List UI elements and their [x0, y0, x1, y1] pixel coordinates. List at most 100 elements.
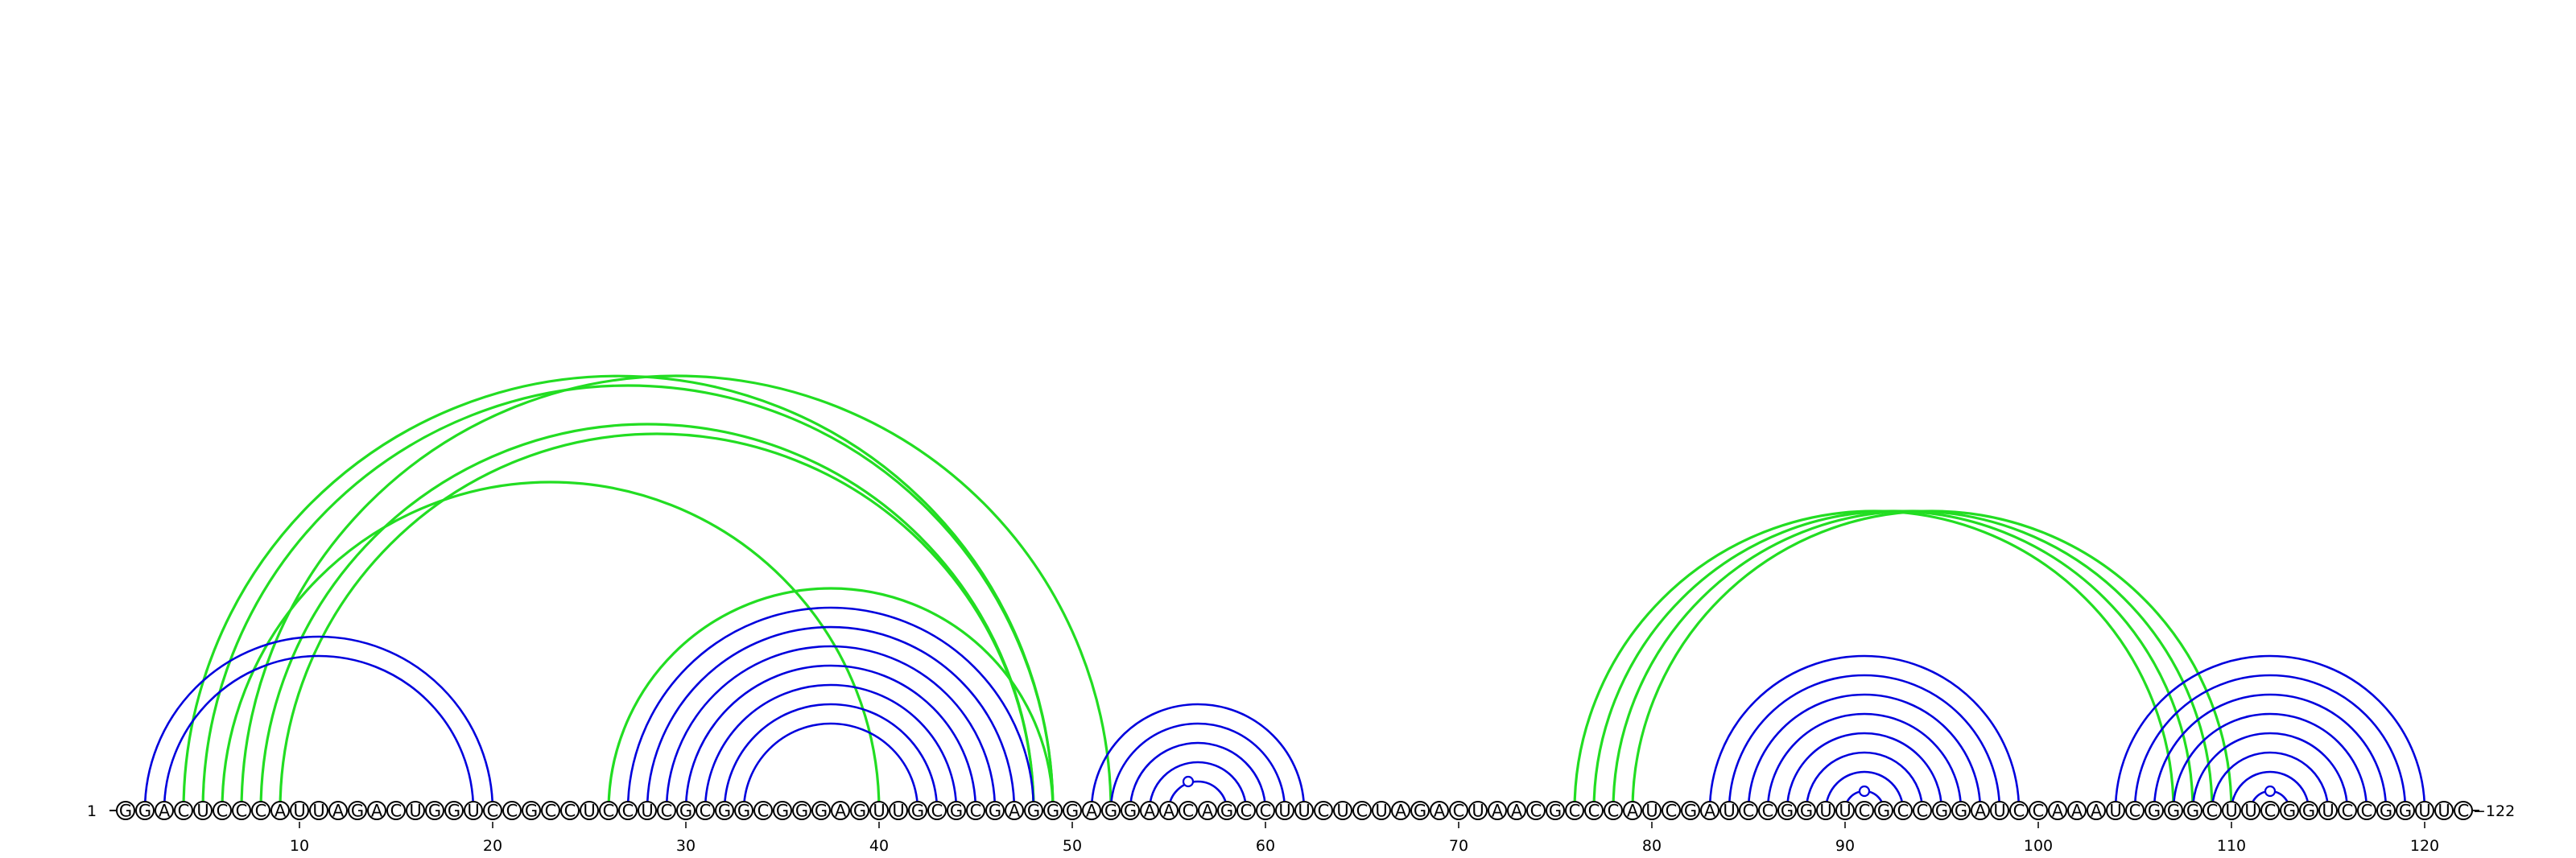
base-pair-arc	[1824, 770, 1905, 811]
nucleotide: G	[1951, 801, 1971, 821]
pseudoknot-arc	[279, 432, 1035, 811]
nucleotide: G	[1101, 801, 1121, 821]
nucleotide-circle	[1604, 801, 1623, 820]
nucleotide-letter: U	[409, 802, 421, 821]
nucleotide: C	[1893, 801, 1913, 821]
nucleotide: C	[541, 801, 560, 821]
nucleotide: C	[2338, 801, 2357, 821]
nucleotide-circle	[2029, 801, 2048, 820]
nucleotide-circle	[2376, 801, 2396, 820]
nucleotide-letter: A	[1511, 802, 1523, 821]
nucleotide: C	[599, 801, 618, 821]
nucleotide-circle	[1488, 801, 1507, 820]
nucleotide: C	[1449, 801, 1468, 821]
nucleotide-letter: G	[679, 802, 692, 821]
nucleotide-circle	[1391, 801, 1410, 820]
nucleotide-circle	[1777, 801, 1797, 820]
nucleotide: A	[1391, 801, 1410, 821]
nucleotide: C	[1179, 801, 1198, 821]
nucleotide: U	[1468, 801, 1488, 821]
nucleotide-circle	[1140, 801, 1159, 820]
nucleotide: C	[1662, 801, 1681, 821]
nucleotide: G	[734, 801, 753, 821]
nucleotide-letter: G	[2399, 802, 2412, 821]
nucleotide: G	[2280, 801, 2299, 821]
nucleotide: U	[1642, 801, 1662, 821]
nucleotide-letter: G	[2167, 802, 2180, 821]
nucleotide-letter: G	[1414, 802, 1426, 821]
nucleotide-letter: G	[1935, 802, 1948, 821]
nucleotide-circle	[348, 801, 367, 820]
nucleotide: G	[522, 801, 541, 821]
nucleotide-circle	[1372, 801, 1391, 820]
nucleotide-circle	[367, 801, 386, 820]
base-pair-arc	[684, 664, 977, 811]
nucleotide-circle	[1256, 801, 1275, 820]
nucleotide-letter: U	[467, 802, 479, 821]
pseudoknot-arc	[240, 374, 1113, 811]
nucleotide-circle	[966, 801, 985, 820]
nucleotide-circle	[2357, 801, 2376, 820]
nucleotide-letter: A	[2052, 802, 2064, 821]
nucleotide: G	[348, 801, 367, 821]
nucleotide-letter: U	[1819, 802, 1831, 821]
nucleotide-circle	[1333, 801, 1352, 820]
base-pair-arc	[1167, 780, 1228, 811]
nucleotide-circle	[580, 801, 599, 820]
nucleotide-circle	[2396, 801, 2415, 820]
nucleotide: A	[1971, 801, 1990, 821]
nucleotide-circle	[1584, 801, 1604, 820]
nucleotide-letter: C	[2207, 802, 2219, 821]
base-pair-arc	[1728, 674, 2001, 811]
nucleotide-letter: U	[2322, 802, 2334, 821]
nucleotide: A	[1700, 801, 1719, 821]
nucleotide-letter: G	[2186, 802, 2199, 821]
nucleotide-circle	[831, 801, 850, 820]
loop-marker	[1182, 775, 1195, 788]
nucleotide: C	[1526, 801, 1546, 821]
nucleotide: C	[753, 801, 773, 821]
nucleotide-letter: C	[2342, 802, 2354, 821]
nucleotide-letter: C	[564, 802, 576, 821]
nucleotide-circle	[1565, 801, 1584, 820]
nucleotide-circle	[1990, 801, 2009, 820]
base-pair-arc	[2114, 654, 2426, 811]
nucleotide-letter: G	[428, 802, 441, 821]
nucleotide-letter: U	[2418, 802, 2430, 821]
nucleotide-circle	[1294, 801, 1314, 820]
nucleotide-letter: C	[970, 802, 982, 821]
base-pair-arc	[2133, 674, 2407, 811]
nucleotide-circle	[232, 801, 251, 820]
nucleotide-circle	[193, 801, 213, 820]
nucleotide: G	[116, 801, 135, 821]
nucleotide: A	[2087, 801, 2106, 821]
nucleotide-circle	[522, 801, 541, 820]
pseudoknot-arc	[607, 587, 1055, 811]
nucleotide-circle	[869, 801, 889, 820]
nucleotide-letter: G	[989, 802, 1001, 821]
base-pair-arc	[2153, 693, 2388, 811]
nucleotide-letter: C	[661, 802, 673, 821]
nucleotide-letter: C	[1356, 802, 1368, 821]
pseudoknot-arc	[1631, 509, 2233, 811]
nucleotide-circle	[908, 801, 927, 820]
nucleotide: U	[1835, 801, 1855, 821]
nucleotide: U	[2222, 801, 2241, 821]
nucleotide-letter: U	[1472, 802, 1484, 821]
nucleotide-letter: C	[1530, 802, 1542, 821]
nucleotide: U	[2434, 801, 2454, 821]
nucleotide-letter: A	[1086, 802, 1098, 821]
nucleotide-circle	[290, 801, 309, 820]
nucleotide-circle	[2415, 801, 2434, 820]
nucleotide-letter: C	[1588, 802, 1600, 821]
nucleotide-circle	[1507, 801, 1526, 820]
nucleotide-letter: U	[873, 802, 885, 821]
nucleotide: U	[1294, 801, 1314, 821]
nucleotide: G	[1777, 801, 1797, 821]
nucleotide-letter: C	[390, 802, 402, 821]
nucleotide-letter: G	[138, 802, 151, 821]
base-pair-arc	[2191, 732, 2349, 811]
nucleotide-circle	[889, 801, 908, 820]
pseudoknot-arc	[1573, 509, 2175, 811]
nucleotide: C	[1855, 801, 1874, 821]
